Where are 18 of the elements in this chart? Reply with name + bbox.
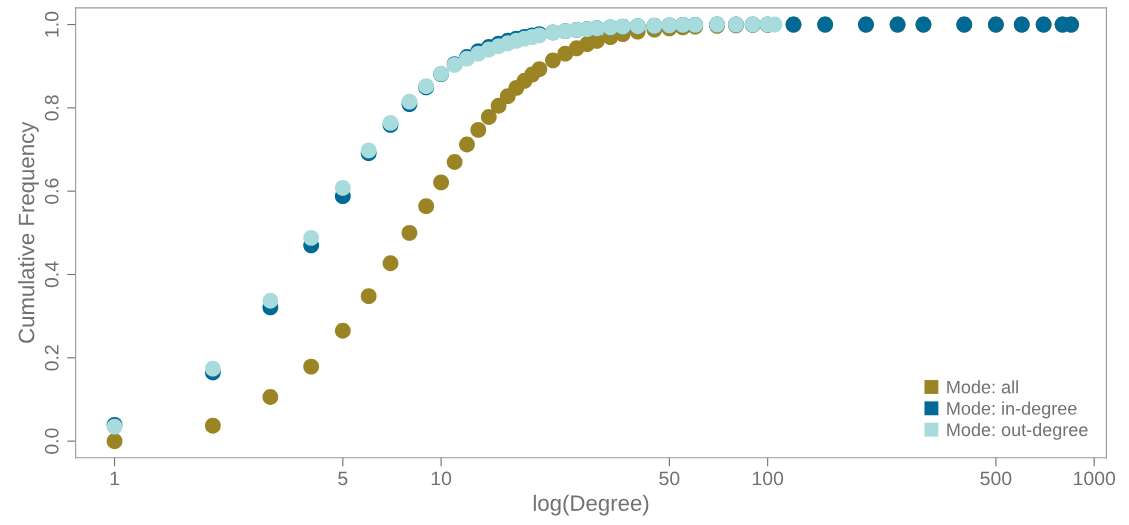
y-tick-label: 0.6 [44, 178, 59, 204]
x-tick-label: 50 [659, 471, 680, 486]
legend-label: Mode: all [947, 380, 1018, 394]
x-tick-label: 100 [752, 471, 784, 486]
x-tick-label: 10 [431, 471, 452, 486]
y-tick-label: 0.2 [44, 345, 59, 371]
x-tick-label: 1000 [1074, 471, 1116, 486]
y-tick-label: 0.4 [44, 261, 59, 288]
x-axis-title: log(Degree) [533, 494, 649, 516]
legend-label: Mode: in-degree [947, 401, 1077, 419]
y-tick-label: 0.0 [44, 428, 59, 454]
x-tick-label: 1 [110, 471, 120, 486]
y-tick-label: 0.8 [44, 95, 59, 121]
legend-label: Mode: out-degree [947, 422, 1088, 440]
y-tick-label: 1.0 [44, 11, 59, 37]
x-tick-label: 500 [980, 471, 1012, 486]
y-axis-title: Cumulative Frequency [18, 121, 39, 343]
x-tick-label: 5 [338, 471, 348, 486]
